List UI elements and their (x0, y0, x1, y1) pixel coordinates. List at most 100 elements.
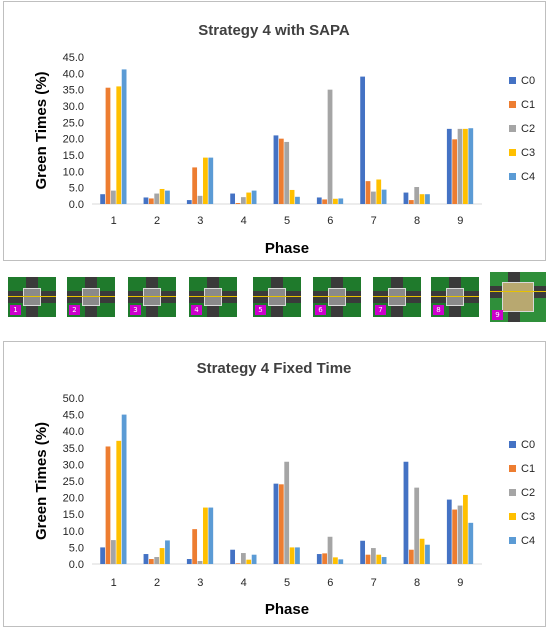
x-tick-label: 8 (414, 215, 420, 227)
phase-lane (128, 296, 176, 297)
bar-c3-phase-6 (333, 198, 338, 204)
bar-c1-phase-6 (322, 553, 328, 564)
bar-c3-phase-1 (116, 440, 122, 564)
x-tick-label: 6 (327, 577, 333, 589)
chart-panel-sapa: Strategy 4 with SAPA Green Times (%) Phase… (3, 1, 546, 261)
bar-c2-phase-3 (197, 561, 203, 564)
bar-c4-phase-5 (295, 196, 300, 204)
bar-c3-phase-2 (159, 548, 165, 564)
phase-number-badge: 7 (375, 305, 386, 315)
bar-c3-phase-6 (333, 557, 338, 564)
bar-c4-phase-8 (425, 194, 430, 204)
phase-diagram-4: 4 (189, 277, 237, 317)
bar-c1-phase-8 (408, 200, 414, 204)
bar-c0-phase-6 (316, 554, 322, 564)
y-tick-label: 0.0 (69, 559, 84, 571)
x-tick-label: 1 (111, 215, 117, 227)
x-tick-label: 5 (284, 215, 290, 227)
bar-c3-phase-7 (376, 179, 382, 204)
bar-c4-phase-5 (295, 547, 300, 564)
x-tick-label: 9 (457, 577, 463, 589)
y-tick-label: 45.0 (63, 410, 84, 422)
bar-c0-phase-3 (186, 559, 192, 564)
legend-swatch-c3 (509, 149, 516, 156)
bar-c2-phase-1 (110, 190, 116, 204)
bar-c1-phase-9 (452, 139, 458, 204)
phase-lane (8, 296, 56, 297)
y-tick-label: 15.0 (63, 509, 84, 521)
bar-c1-phase-6 (322, 199, 328, 204)
bar-c4-phase-3 (208, 507, 214, 564)
legend-swatch-c2 (509, 125, 516, 132)
bar-c3-phase-3 (203, 157, 208, 204)
bar-c4-phase-4 (251, 190, 257, 204)
bar-c2-phase-6 (327, 89, 333, 204)
bar-c1-phase-4 (235, 203, 241, 204)
bar-c3-phase-4 (246, 192, 252, 204)
legend-swatch-c4 (509, 537, 516, 544)
y-tick-label: 30.0 (63, 101, 84, 113)
y-tick-label: 5.0 (69, 542, 84, 554)
bar-c2-phase-5 (284, 141, 290, 204)
bar-c2-phase-9 (457, 505, 463, 564)
phase-diagram-2: 2 (67, 277, 115, 317)
phase-diagram-6: 6 (313, 277, 361, 317)
phase-number-badge: 9 (492, 310, 503, 320)
y-axis-label: Green Times (%) (33, 422, 50, 540)
y-tick-label: 20.0 (63, 493, 84, 505)
bar-c2-phase-2 (154, 193, 160, 204)
y-tick-label: 30.0 (63, 459, 84, 471)
phase-diagram-3: 3 (128, 277, 176, 317)
phase-number-badge: 5 (255, 305, 266, 315)
phase-lane (431, 296, 479, 297)
bar-c3-phase-9 (463, 128, 468, 204)
bar-c4-phase-3 (208, 157, 214, 204)
x-tick-label: 7 (371, 215, 377, 227)
phase-junction (204, 288, 222, 306)
y-axis-label: Green Times (%) (33, 71, 50, 189)
x-tick-label: 2 (154, 215, 160, 227)
bar-c2-phase-7 (370, 191, 376, 204)
x-axis-label: Phase (265, 240, 309, 257)
bar-c1-phase-9 (452, 509, 458, 564)
bar-c3-phase-4 (246, 559, 252, 564)
y-tick-label: 45.0 (63, 52, 84, 64)
x-tick-label: 6 (327, 215, 333, 227)
bar-c0-phase-4 (230, 549, 236, 564)
bar-c0-phase-6 (316, 197, 322, 204)
bar-c0-phase-2 (143, 197, 149, 204)
legend-label-c0: C0 (521, 75, 535, 87)
x-tick-label: 9 (457, 215, 463, 227)
bar-c4-phase-9 (468, 522, 474, 564)
bar-c0-phase-9 (446, 499, 452, 564)
x-axis-label: Phase (265, 601, 309, 618)
phase-lane (67, 296, 115, 297)
bar-c1-phase-5 (278, 484, 284, 564)
bar-c1-phase-5 (278, 138, 284, 204)
bar-c1-phase-7 (365, 181, 371, 204)
bar-c2-phase-7 (370, 548, 376, 564)
bar-c0-phase-7 (360, 76, 366, 204)
bar-c1-phase-3 (192, 167, 198, 204)
legend-swatch-c4 (509, 173, 516, 180)
phase-diagram-strip: 1 2 3 4 5 6 7 8 9 (0, 266, 550, 328)
phase-number-badge: 8 (433, 305, 444, 315)
phase-lane (189, 296, 237, 297)
legend-swatch-c0 (509, 441, 516, 448)
phase-junction (502, 282, 534, 312)
bar-c3-phase-1 (116, 86, 122, 204)
bar-c0-phase-5 (273, 483, 279, 564)
bar-c2-phase-3 (197, 195, 203, 204)
bar-c4-phase-2 (165, 190, 170, 204)
y-tick-label: 25.0 (63, 476, 84, 488)
phase-diagram-7: 7 (373, 277, 421, 317)
bar-c0-phase-7 (360, 540, 366, 564)
x-tick-label: 3 (197, 577, 203, 589)
legend-label-c2: C2 (521, 123, 535, 135)
x-tick-label: 5 (284, 577, 290, 589)
bar-c4-phase-7 (381, 557, 387, 564)
legend-label-c4: C4 (521, 535, 535, 547)
phase-junction (388, 288, 406, 306)
bar-c2-phase-9 (457, 128, 463, 204)
y-tick-label: 0.0 (69, 199, 84, 211)
